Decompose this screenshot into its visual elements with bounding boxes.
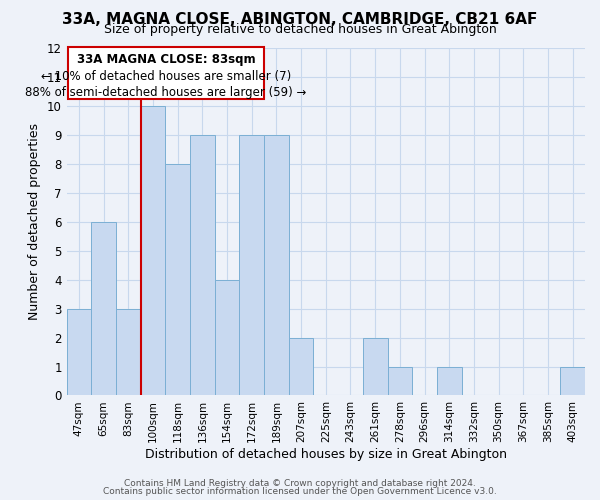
Bar [437, 366, 461, 396]
Bar [239, 135, 264, 396]
Bar [116, 308, 140, 396]
Text: Size of property relative to detached houses in Great Abington: Size of property relative to detached ho… [104, 23, 496, 36]
Bar [388, 366, 412, 396]
Text: 33A, MAGNA CLOSE, ABINGTON, CAMBRIDGE, CB21 6AF: 33A, MAGNA CLOSE, ABINGTON, CAMBRIDGE, C… [62, 12, 538, 26]
X-axis label: Distribution of detached houses by size in Great Abington: Distribution of detached houses by size … [145, 448, 507, 461]
Bar [140, 106, 166, 396]
Text: Contains HM Land Registry data © Crown copyright and database right 2024.: Contains HM Land Registry data © Crown c… [124, 479, 476, 488]
Bar [91, 222, 116, 396]
Text: 88% of semi-detached houses are larger (59) →: 88% of semi-detached houses are larger (… [25, 86, 307, 99]
Bar [363, 338, 388, 396]
Bar [289, 338, 313, 396]
Text: ← 10% of detached houses are smaller (7): ← 10% of detached houses are smaller (7) [41, 70, 291, 82]
Bar [67, 308, 91, 396]
Bar [215, 280, 239, 396]
FancyBboxPatch shape [68, 46, 264, 98]
Bar [264, 135, 289, 396]
Bar [190, 135, 215, 396]
Bar [166, 164, 190, 396]
Y-axis label: Number of detached properties: Number of detached properties [28, 123, 41, 320]
Text: Contains public sector information licensed under the Open Government Licence v3: Contains public sector information licen… [103, 487, 497, 496]
Bar [560, 366, 585, 396]
Text: 33A MAGNA CLOSE: 83sqm: 33A MAGNA CLOSE: 83sqm [77, 53, 255, 66]
